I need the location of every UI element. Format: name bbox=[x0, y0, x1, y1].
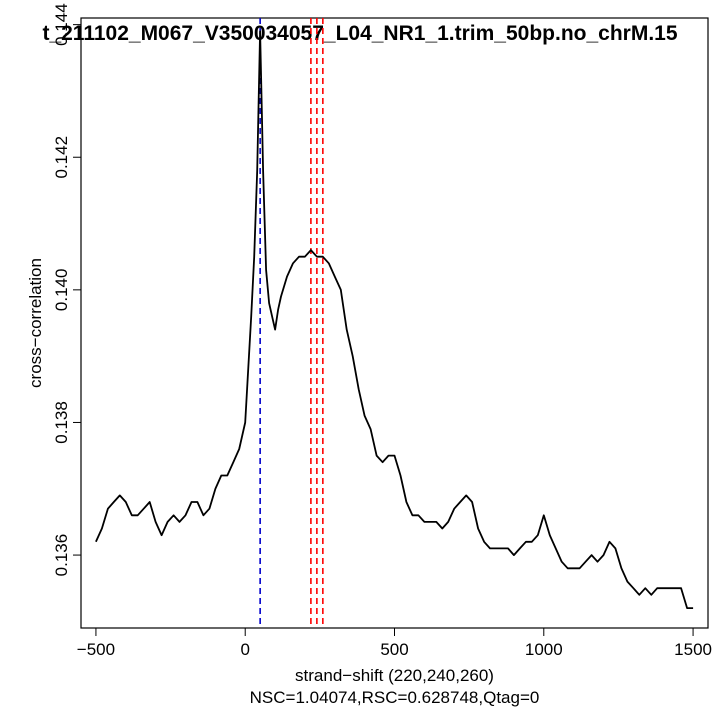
y-tick-label: 0.144 bbox=[52, 3, 71, 46]
y-tick-label: 0.136 bbox=[52, 534, 71, 577]
y-tick-label: 0.142 bbox=[52, 136, 71, 179]
chart-subtitle: NSC=1.04074,RSC=0.628748,Qtag=0 bbox=[250, 688, 540, 707]
x-tick-label: −500 bbox=[77, 640, 115, 659]
x-tick-label: 500 bbox=[380, 640, 408, 659]
plot-frame bbox=[80, 17, 709, 629]
chart-title: t_211102_M067_V350034057_L04_NR1_1.trim_… bbox=[42, 22, 677, 45]
reference-lines bbox=[259, 18, 324, 628]
y-tick-label: 0.138 bbox=[52, 401, 71, 444]
x-axis: −500 0 500 1000 1500 bbox=[77, 628, 712, 659]
y-axis: 0.136 0.138 0.140 0.142 0.144 bbox=[52, 3, 81, 576]
x-tick-label: 1500 bbox=[674, 640, 712, 659]
x-tick-label: 0 bbox=[240, 640, 249, 659]
y-axis-title: cross−correlation bbox=[26, 258, 45, 388]
y-tick-label: 0.140 bbox=[52, 269, 71, 312]
x-axis-title: strand−shift (220,240,260) bbox=[295, 666, 494, 685]
series-line bbox=[95, 30, 694, 609]
series-group bbox=[95, 30, 694, 609]
x-tick-label: 1000 bbox=[525, 640, 563, 659]
